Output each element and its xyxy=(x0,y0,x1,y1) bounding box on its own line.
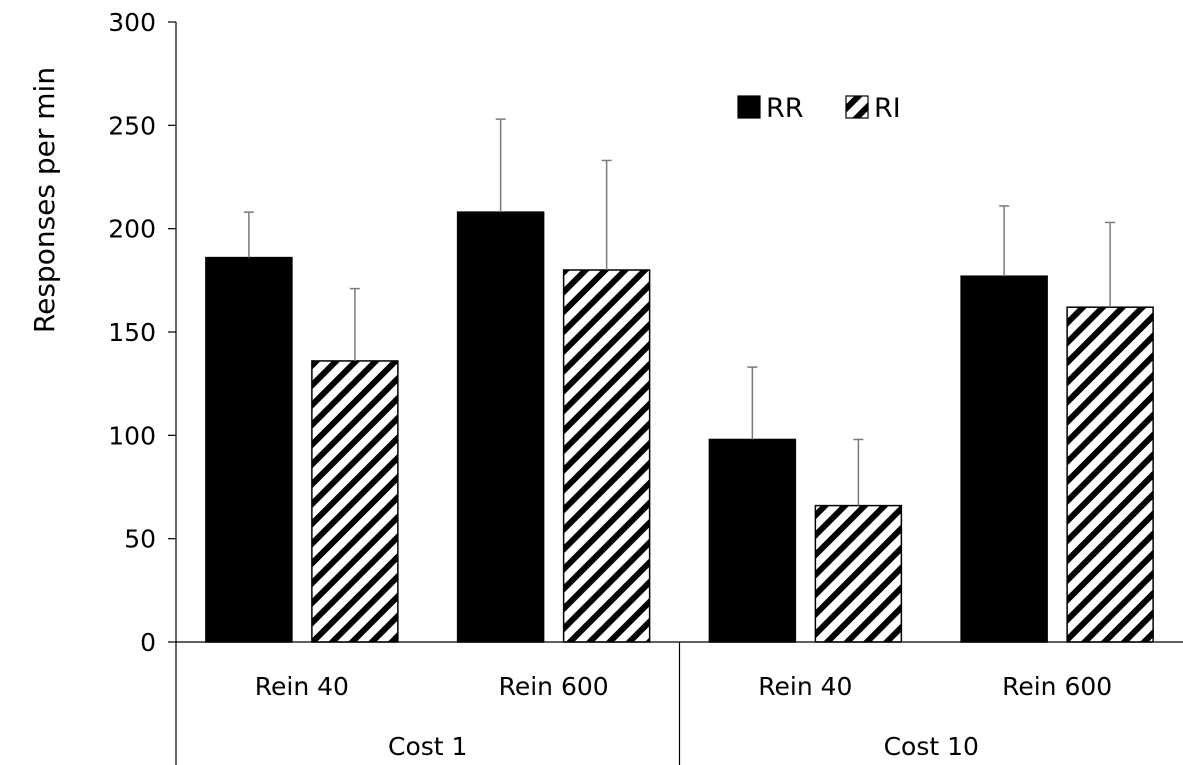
x-group-label: Cost 10 xyxy=(884,732,979,761)
legend: RR RI xyxy=(737,93,901,124)
y-tick-label: 50 xyxy=(124,525,156,554)
x-category-label: Rein 600 xyxy=(1002,672,1112,701)
bar-ri xyxy=(814,504,903,643)
x-category-label: Rein 40 xyxy=(758,672,852,701)
y-tick-label: 100 xyxy=(108,421,156,450)
legend-label-ri: RI xyxy=(874,93,901,124)
y-tick-label: 0 xyxy=(140,628,156,657)
bar-ri xyxy=(562,269,651,643)
plot-area: 0 50 100 150 200 250 300 Rein 40 Rein 600 Rein 40… xyxy=(108,8,1183,765)
bar-ri xyxy=(311,360,399,643)
y-tick-label: 250 xyxy=(108,111,156,140)
x-category-label: Rein 40 xyxy=(255,672,349,701)
x-group-label: Cost 1 xyxy=(388,732,467,761)
bar-rr xyxy=(708,438,797,643)
bar-rr xyxy=(456,211,545,643)
x-category-label: Rein 600 xyxy=(499,672,609,701)
y-tick-label: 300 xyxy=(108,8,156,37)
legend-swatch-rr xyxy=(737,95,761,119)
y-axis-title: Responses per min xyxy=(28,67,61,333)
legend-label-rr: RR xyxy=(766,93,804,124)
bar-ri xyxy=(1066,306,1154,643)
bar-rr xyxy=(960,275,1048,643)
legend-swatch-ri xyxy=(845,95,869,119)
bar-rr xyxy=(205,256,293,643)
y-tick-label: 200 xyxy=(108,215,156,244)
y-tick-label: 150 xyxy=(108,318,156,347)
